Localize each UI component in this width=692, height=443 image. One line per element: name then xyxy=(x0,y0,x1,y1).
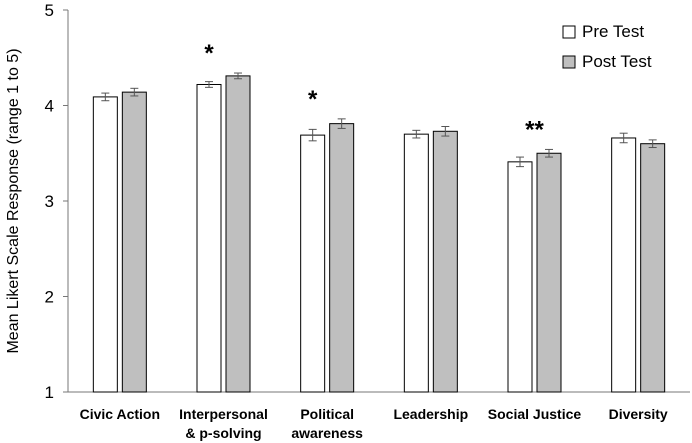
significance-marker: ** xyxy=(525,116,544,143)
bar-post-test xyxy=(329,123,355,393)
y-tick-label: 4 xyxy=(45,97,54,116)
y-tick-label: 5 xyxy=(45,1,54,20)
bars xyxy=(92,72,666,393)
y-tick-label: 2 xyxy=(45,288,54,307)
y-axis-label: Mean Likert Scale Response (range 1 to 5… xyxy=(5,48,22,353)
bar-post-test xyxy=(225,75,251,393)
legend-label: Pre Test xyxy=(582,22,644,41)
category-label: Interpersonal xyxy=(179,406,268,422)
bar-pre-test xyxy=(300,134,326,393)
legend-swatch xyxy=(562,25,576,39)
category-label: awareness xyxy=(291,425,363,441)
bar-post-test xyxy=(432,130,458,393)
category-label: Leadership xyxy=(393,406,468,422)
legend-label: Post Test xyxy=(582,52,652,71)
significance-marker: * xyxy=(308,86,318,113)
category-label: Social Justice xyxy=(488,406,582,422)
bar-pre-test xyxy=(403,133,429,393)
bar-post-test xyxy=(121,91,147,393)
bar-post-test xyxy=(536,152,562,393)
bar-post-test xyxy=(640,143,666,393)
bar-pre-test xyxy=(507,161,533,393)
legend-swatch xyxy=(562,55,576,69)
category-label: & p-solving xyxy=(185,425,261,441)
axes: 1 2 3 4 5 xyxy=(45,1,690,402)
y-axis-label-group: Mean Likert Scale Response (range 1 to 5… xyxy=(5,48,22,353)
y-tick-label: 3 xyxy=(45,192,54,211)
category-label: Diversity xyxy=(609,406,668,422)
y-tick-label: 1 xyxy=(45,383,54,402)
category-labels: Civic Action * Interpersonal & p-solving * Po… xyxy=(80,40,668,441)
bar-pre-test xyxy=(611,137,637,393)
bar-pre-test xyxy=(196,83,222,393)
significance-marker: * xyxy=(204,40,214,67)
category-label: Civic Action xyxy=(80,406,160,422)
category-label: Political xyxy=(300,406,354,422)
legend: Pre Test Post Test xyxy=(562,22,652,71)
bar-pre-test xyxy=(92,96,118,393)
